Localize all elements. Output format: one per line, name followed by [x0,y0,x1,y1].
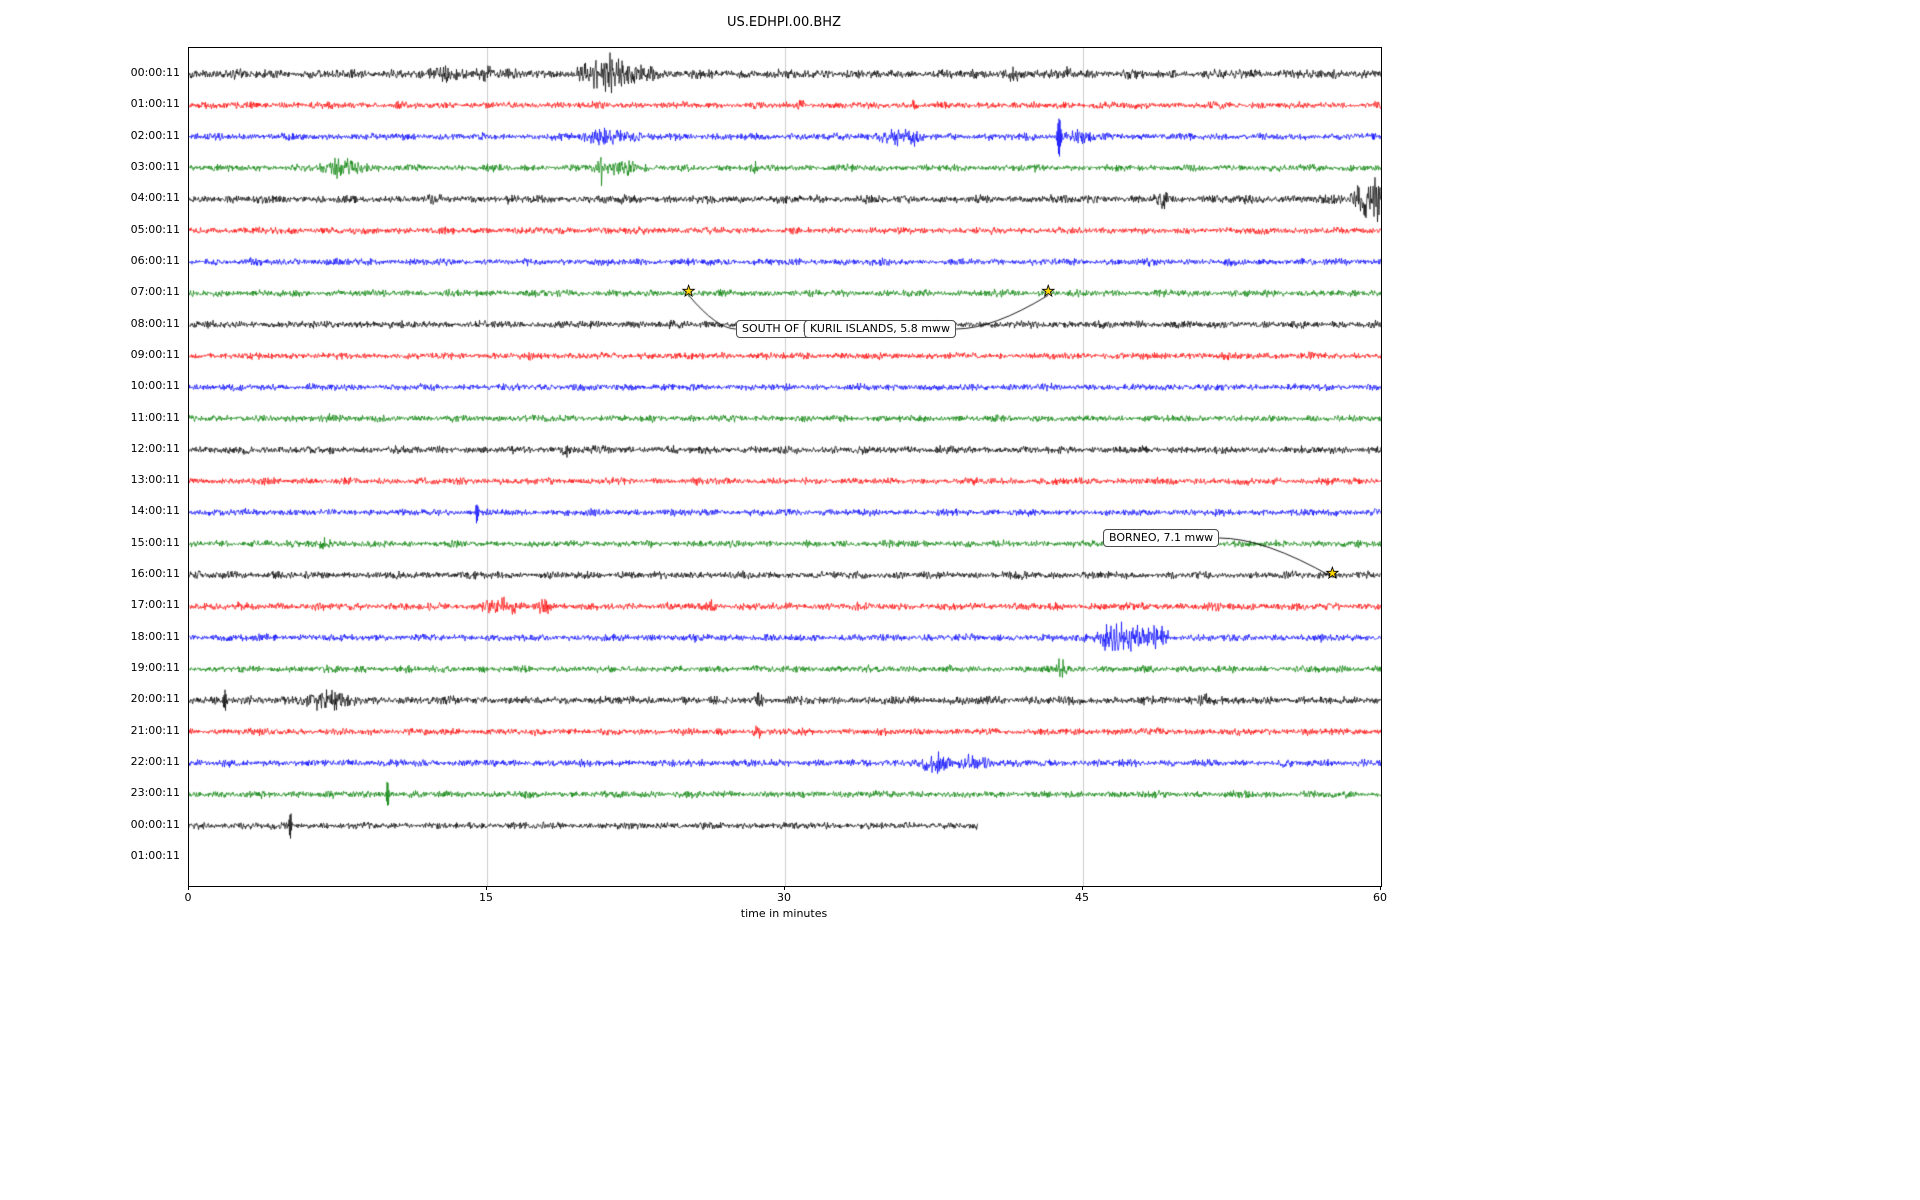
y-axis-label: 13:00:11 [130,473,180,487]
x-axis-tick-label: 15 [479,891,493,904]
x-axis-tick-label: 60 [1373,891,1387,904]
y-axis-label: 02:00:11 [130,128,180,142]
plot-area [188,47,1382,887]
y-axis-label: 12:00:11 [130,441,180,455]
y-axis-label: 22:00:11 [130,755,180,769]
y-axis-label: 07:00:11 [130,285,180,299]
y-axis-label: 00:00:11 [130,66,180,79]
y-axis-label: 08:00:11 [130,316,180,330]
seismogram-traces-canvas [189,48,1381,886]
x-axis-tick-label: 45 [1075,891,1089,904]
x-axis-tick-mark [485,886,487,890]
x-axis-tick-mark [187,886,189,890]
y-axis-label: 06:00:11 [130,253,180,267]
event-label-kuril-islands: KURIL ISLANDS, 5.8 mww [804,320,956,338]
y-axis-label: 11:00:11 [130,410,180,424]
y-axis-label: 14:00:11 [130,504,180,518]
y-axis-label: 23:00:11 [130,786,180,800]
y-axis-label: 09:00:11 [130,347,180,361]
x-axis-tick-mark [1379,886,1381,890]
y-axis-label: 05:00:11 [130,222,180,236]
y-axis-label: 16:00:11 [130,567,180,581]
y-axis-label: 18:00:11 [130,629,180,643]
event-star-icon: ★ [1041,282,1055,301]
y-axis-label: 01:00:11 [130,97,180,111]
x-axis-tick-label: 30 [777,891,791,904]
chart-title: US.EDHPI.00.BHZ [727,15,841,30]
event-label-borneo: BORNEO, 7.1 mww [1103,529,1220,547]
y-axis-label: 19:00:11 [130,661,180,675]
y-axis-label: 20:00:11 [130,692,180,706]
y-axis-label: 15:00:11 [130,535,180,549]
x-axis-tick-label: 0 [184,891,192,904]
x-axis-title: time in minutes [740,907,828,920]
y-axis-label: 21:00:11 [130,723,180,737]
x-axis-tick-mark [1081,886,1083,890]
x-axis-tick-mark [783,886,785,890]
event-star-icon: ★ [681,282,696,301]
y-axis-label: 03:00:11 [130,159,180,173]
y-axis-label: 01:00:11 [130,849,180,862]
y-axis-label: 17:00:11 [130,598,180,612]
y-axis-label: 10:00:11 [130,379,180,393]
y-axis-label: 04:00:11 [130,191,180,205]
y-axis-label: 00:00:11 [130,817,180,831]
event-star-icon: ★ [1325,564,1340,583]
